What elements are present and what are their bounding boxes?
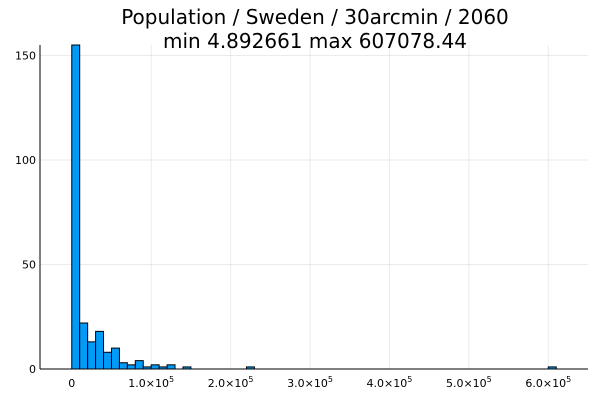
x-tick-label: 6.0×105: [525, 375, 571, 390]
tick-layer: 0 50 100 150 0 1.0×105 2.0×105 3.0×105 4.0×105 5.…: [15, 49, 571, 390]
histogram-bar: [79, 322, 89, 370]
histogram-bar: [95, 330, 105, 370]
y-tick-label: 0: [29, 363, 36, 376]
x-tick-label: 4.0×105: [367, 375, 413, 390]
histogram-bar: [103, 351, 112, 370]
histogram-bar: [118, 362, 128, 370]
bar-layer: [71, 44, 557, 370]
grid-layer: [40, 45, 588, 370]
histogram-bar: [126, 364, 136, 370]
histogram-bar: [166, 364, 176, 370]
histogram-bar: [150, 364, 160, 370]
y-tick-label: 50: [22, 258, 36, 271]
y-tick-label: 150: [15, 49, 36, 62]
y-tick-label: 100: [15, 154, 36, 167]
histogram-bar: [87, 341, 97, 370]
x-tick-label: 2.0×105: [208, 375, 254, 390]
x-tick-label: 3.0×105: [287, 375, 333, 390]
chart-title: Population / Sweden / 30arcmin / 2060: [121, 5, 509, 29]
x-tick-label: 1.0×105: [128, 375, 174, 390]
axis-layer: [39, 45, 588, 370]
histogram-bar: [110, 347, 120, 370]
histogram-bar: [71, 44, 81, 370]
x-tick-label: 0: [68, 377, 75, 390]
x-tick-label: 5.0×105: [446, 375, 492, 390]
chart-subtitle: min 4.892661 max 607078.44: [163, 29, 467, 53]
histogram-bar: [134, 360, 144, 370]
